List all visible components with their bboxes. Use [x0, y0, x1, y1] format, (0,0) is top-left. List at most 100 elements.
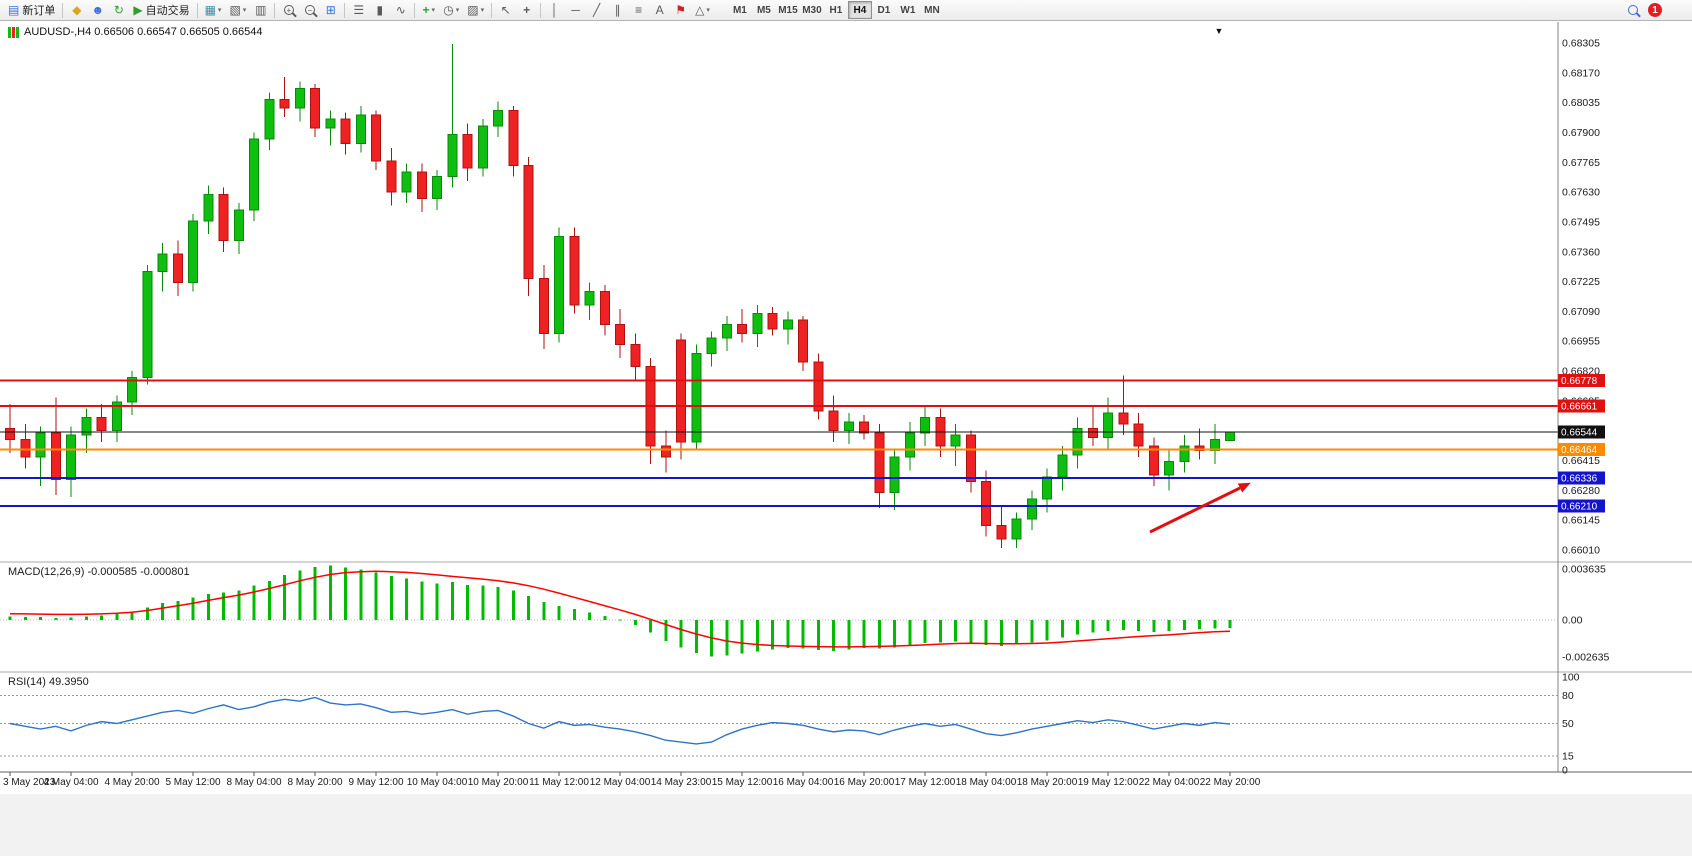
toolbar-separator: [344, 2, 346, 18]
svg-text:8 May 04:00: 8 May 04:00: [226, 777, 281, 788]
chart-ohlc-text: AUDUSD-,H4 0.66506 0.66547 0.66505 0.665…: [24, 26, 263, 38]
macd-pane: 0.003635 0.00 -0.002635: [0, 564, 1609, 663]
periods-clock-icon: ◷: [443, 3, 454, 17]
timeframe-h1-button[interactable]: H1: [824, 1, 848, 19]
trend-arrow[interactable]: [1149, 482, 1251, 534]
trendline-button[interactable]: ╱: [586, 1, 607, 20]
svg-text:0.66280: 0.66280: [1562, 485, 1600, 497]
svg-text:0.66544: 0.66544: [1561, 428, 1598, 439]
macd-indicator-label: MACD(12,26,9) -0.000585 -0.000801: [8, 566, 190, 578]
vertical-line-icon: │: [550, 3, 559, 17]
bar-chart-icon: ☰: [353, 3, 365, 17]
zoom-out-button[interactable]: −: [299, 1, 320, 20]
templates-button[interactable]: ▨ ▾: [463, 1, 488, 20]
rsi-pane: 100 80 50 15 0: [0, 672, 1580, 777]
svg-text:10 May 20:00: 10 May 20:00: [468, 777, 529, 788]
svg-text:0.67360: 0.67360: [1562, 246, 1600, 258]
new-chart-button[interactable]: ▦ ▾: [201, 1, 226, 20]
auto-trading-label: 自动交易: [145, 5, 190, 17]
timeframe-h4-button[interactable]: H4: [847, 1, 872, 19]
toolbar-separator: [540, 2, 542, 18]
indicators-button[interactable]: + ▾: [418, 1, 439, 20]
search-icon: [1627, 5, 1638, 15]
svg-text:14 May 23:00: 14 May 23:00: [651, 777, 712, 788]
macd-signal-line: [9, 570, 1231, 648]
navigator-button[interactable]: ☻: [87, 1, 108, 20]
horizontal-line-button[interactable]: ─: [565, 1, 586, 20]
svg-text:10 May 04:00: 10 May 04:00: [407, 777, 468, 788]
candlestick-series: [5, 44, 1235, 548]
notification-badge[interactable]: 1: [1648, 3, 1662, 17]
chart-header: AUDUSD-,H4 0.66506 0.66547 0.66505 0.665…: [8, 26, 263, 38]
arrows-tool-icon: ⚑: [675, 3, 687, 17]
svg-text:0.66010: 0.66010: [1562, 545, 1600, 557]
svg-text:17 May 12:00: 17 May 12:00: [895, 777, 956, 788]
timeframe-m30-button[interactable]: M30: [800, 1, 824, 19]
timeframe-mn-button[interactable]: MN: [920, 1, 944, 19]
timeframe-w1-button[interactable]: W1: [896, 1, 920, 19]
text-button[interactable]: A: [649, 1, 670, 20]
crosshair-icon: +: [523, 3, 531, 17]
rsi-line: [9, 696, 1231, 745]
market-depth-button[interactable]: ▥: [250, 1, 271, 20]
chart-symbol-icon: [8, 26, 19, 38]
timeframe-m5-button[interactable]: M5: [752, 1, 776, 19]
arrows-button[interactable]: ⚑: [670, 1, 691, 20]
svg-text:8 May 20:00: 8 May 20:00: [287, 777, 342, 788]
cursor-icon: ↖: [500, 3, 511, 17]
equidistant-channel-button[interactable]: ∥: [607, 1, 628, 20]
candlestick-chart-icon: ▮: [376, 3, 384, 17]
auto-trading-button[interactable]: ▶ 自动交易: [129, 1, 193, 20]
timeframe-m1-button[interactable]: M1: [728, 1, 752, 19]
svg-text:22 May 04:00: 22 May 04:00: [1139, 777, 1200, 788]
new-order-label: 新订单: [22, 5, 56, 17]
vertical-line-button[interactable]: │: [544, 1, 565, 20]
line-chart-button[interactable]: ∿: [390, 1, 411, 20]
auto-trading-icon: ▶: [133, 3, 143, 17]
timeframe-m15-button[interactable]: M15: [776, 1, 800, 19]
navigator-icon: ☻: [91, 3, 105, 17]
profiles-button[interactable]: ▧ ▾: [225, 1, 250, 20]
text-tool-icon: A: [655, 3, 664, 17]
svg-text:3 May 2023: 3 May 2023: [3, 777, 56, 788]
svg-text:0.66336: 0.66336: [1561, 473, 1598, 484]
search-button[interactable]: [1622, 1, 1643, 20]
svg-text:16 May 20:00: 16 May 20:00: [834, 777, 895, 788]
svg-text:0.68170: 0.68170: [1562, 67, 1600, 79]
svg-text:0.67630: 0.67630: [1562, 187, 1600, 199]
new-order-button[interactable]: ▤ 新订单: [4, 1, 59, 20]
chevron-down-icon: ▾: [217, 7, 222, 14]
svg-text:18 May 20:00: 18 May 20:00: [1017, 777, 1078, 788]
svg-text:0.67495: 0.67495: [1562, 216, 1600, 228]
bar-chart-button[interactable]: ☰: [348, 1, 369, 20]
shapes-button[interactable]: △ ▾: [691, 1, 714, 20]
toolbar: ▤ 新订单 ◆ ☻ ↻ ▶ 自动交易 ▦ ▾ ▧ ▾ ▥ +: [0, 0, 1692, 21]
candlestick-chart-button[interactable]: ▮: [369, 1, 390, 20]
cursor-button[interactable]: ↖: [495, 1, 516, 20]
refresh-button[interactable]: ↻: [108, 1, 129, 20]
svg-text:▼: ▼: [1215, 26, 1224, 36]
chart-window: AUDUSD-,H4 0.66506 0.66547 0.66505 0.665…: [0, 22, 1692, 794]
tile-windows-button[interactable]: ⊞: [320, 1, 341, 20]
chevron-down-icon: ▾: [706, 7, 710, 14]
svg-text:12 May 04:00: 12 May 04:00: [590, 777, 651, 788]
trendline-icon: ╱: [593, 3, 601, 17]
svg-text:0.67225: 0.67225: [1562, 276, 1600, 288]
svg-text:100: 100: [1562, 672, 1580, 684]
svg-text:16 May 04:00: 16 May 04:00: [773, 777, 834, 788]
fibonacci-button[interactable]: ≡: [628, 1, 649, 20]
chart-canvas[interactable]: ▼ 0.68305 0.68170 0.68035 0.67900 0.67765 0.67…: [0, 22, 1692, 794]
svg-text:80: 80: [1562, 690, 1574, 702]
new-order-icon: ▤: [8, 3, 20, 17]
zoom-in-icon: +: [283, 5, 294, 15]
zoom-in-button[interactable]: +: [278, 1, 299, 20]
svg-text:0.66661: 0.66661: [1561, 402, 1598, 413]
periods-button[interactable]: ◷ ▾: [439, 1, 463, 20]
new-chart-icon: ▦: [204, 3, 216, 17]
svg-text:0: 0: [1562, 765, 1568, 777]
price-level-lines[interactable]: [0, 379, 1558, 507]
crosshair-button[interactable]: +: [516, 1, 537, 20]
timeframe-d1-button[interactable]: D1: [872, 1, 896, 19]
market-watch-button[interactable]: ◆: [66, 1, 87, 20]
price-level-badges: 0.667780.666610.665440.664640.663360.662…: [1558, 373, 1605, 513]
